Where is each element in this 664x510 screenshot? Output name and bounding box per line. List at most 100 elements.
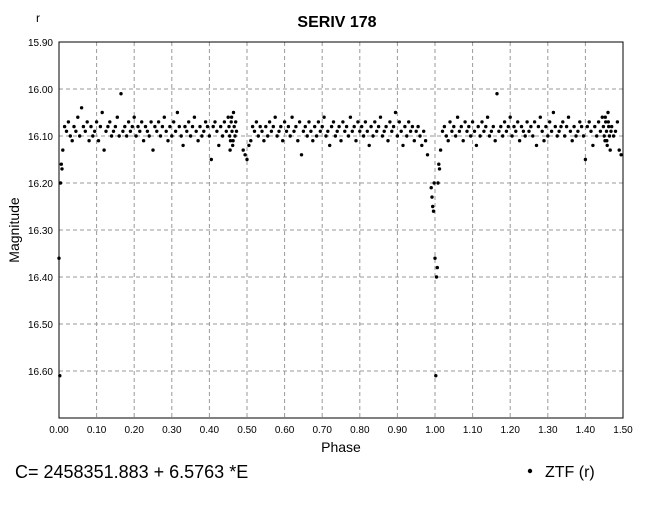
data-point (228, 139, 233, 143)
data-point (125, 134, 129, 138)
data-point (211, 124, 215, 129)
data-point (106, 124, 110, 129)
data-point (519, 124, 524, 129)
data-point (542, 139, 546, 143)
data-point (58, 181, 63, 185)
data-point (264, 124, 268, 129)
data-point (205, 124, 210, 129)
data-point (294, 124, 298, 129)
data-point (434, 374, 438, 378)
data-point (348, 115, 353, 119)
corner-label: r (36, 11, 40, 25)
data-point (256, 134, 260, 138)
data-point (260, 129, 264, 133)
data-point (371, 134, 375, 138)
data-point (64, 129, 69, 133)
data-point (553, 124, 557, 129)
data-point (485, 115, 490, 119)
data-point (611, 134, 616, 138)
data-points (57, 92, 623, 378)
data-point (117, 134, 121, 138)
x-tick-label: 0.60 (275, 425, 295, 436)
data-point (497, 129, 501, 133)
data-point (89, 124, 93, 129)
data-point (138, 129, 142, 133)
data-point (444, 134, 448, 138)
data-point (536, 124, 541, 129)
data-point (407, 120, 411, 124)
data-point (432, 181, 436, 185)
data-point (576, 129, 580, 133)
data-point (134, 134, 138, 138)
data-point (455, 115, 460, 119)
data-point (529, 124, 533, 129)
data-point (313, 124, 317, 129)
data-point (405, 134, 409, 138)
data-point (410, 124, 415, 129)
x-tick-label: 0.90 (388, 425, 408, 436)
data-point (277, 129, 281, 133)
data-point (508, 115, 512, 119)
x-tick-label: 0.00 (49, 425, 69, 436)
data-point (574, 134, 578, 138)
data-point (316, 120, 321, 124)
data-point (454, 134, 458, 138)
data-point (607, 124, 611, 129)
y-tick-label: 16.40 (28, 273, 53, 284)
y-tick-label: 16.10 (28, 132, 53, 143)
data-point (275, 134, 279, 138)
data-point (557, 129, 561, 133)
data-point (153, 124, 157, 129)
data-point (521, 129, 526, 133)
data-point (605, 139, 609, 143)
data-point (555, 134, 559, 138)
data-point (181, 143, 185, 148)
y-tick-label: 16.50 (28, 320, 53, 331)
data-point (472, 129, 477, 133)
data-point (602, 134, 606, 138)
y-tick-label: 16.20 (28, 179, 53, 190)
data-point (354, 139, 358, 143)
data-point (350, 129, 354, 133)
data-point (231, 143, 235, 148)
data-point (399, 129, 403, 133)
data-point (121, 129, 125, 133)
data-point (346, 134, 351, 138)
data-point (605, 143, 609, 148)
data-point (229, 115, 234, 119)
data-point (438, 148, 443, 152)
data-point (609, 129, 613, 133)
data-point (601, 124, 606, 129)
data-point (610, 124, 614, 129)
data-point (166, 139, 170, 143)
data-point (484, 124, 488, 129)
data-point (360, 124, 364, 129)
data-point (284, 129, 289, 133)
data-point (68, 134, 73, 138)
data-point (314, 134, 319, 138)
data-point (183, 124, 187, 129)
data-point (226, 115, 230, 119)
data-point (282, 120, 287, 124)
chart-title: SERIV 178 (297, 14, 376, 31)
data-point (378, 115, 383, 119)
data-point (141, 139, 146, 143)
data-point (386, 139, 390, 143)
data-point (617, 148, 621, 152)
data-point (420, 143, 424, 148)
grid-lines (59, 42, 623, 418)
data-point (430, 195, 434, 199)
data-point (436, 181, 440, 185)
data-point (604, 120, 608, 124)
data-point (465, 129, 469, 133)
data-point (119, 92, 123, 96)
data-point (329, 124, 334, 129)
data-point (177, 124, 181, 129)
data-point (196, 139, 200, 143)
data-point (160, 124, 165, 129)
data-point (233, 134, 237, 138)
data-point (188, 134, 193, 138)
data-point (126, 120, 131, 124)
data-point (523, 134, 527, 138)
data-point (198, 124, 202, 129)
